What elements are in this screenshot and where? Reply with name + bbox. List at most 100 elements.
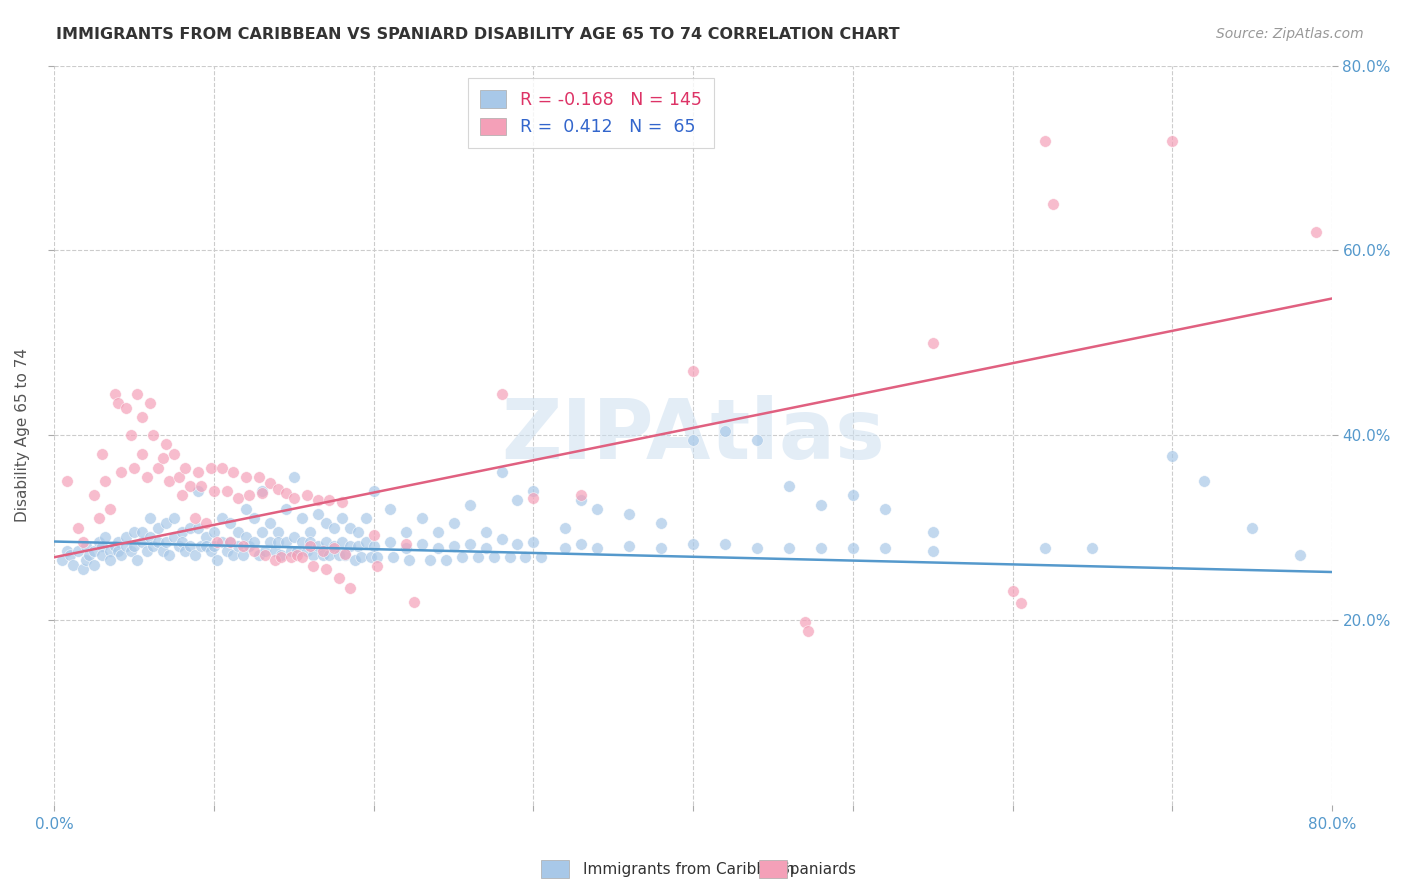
Point (67, 521, 90, 535)
Point (139, 511, 162, 525)
Point (467, 550, 489, 565)
Point (411, 511, 433, 525)
Point (571, 537, 593, 551)
Point (307, 539, 329, 553)
Point (270, 550, 292, 565)
Point (202, 539, 225, 553)
Point (195, 530, 218, 544)
Point (274, 534, 297, 549)
Point (235, 530, 257, 544)
Point (363, 539, 385, 553)
Point (1241, 521, 1264, 535)
Point (280, 543, 302, 558)
Point (283, 470, 305, 484)
Point (107, 534, 129, 549)
Point (215, 543, 238, 558)
Point (205, 534, 228, 549)
Point (172, 525, 194, 540)
Point (745, 541, 768, 555)
Point (402, 594, 425, 608)
Point (745, 433, 768, 447)
Point (339, 581, 361, 595)
Point (167, 470, 190, 484)
Point (274, 485, 297, 500)
Point (167, 539, 190, 553)
Point (1033, 134, 1056, 148)
Point (322, 521, 344, 535)
Point (131, 525, 153, 540)
Point (1001, 583, 1024, 598)
Point (270, 549, 292, 563)
Point (87, 511, 110, 525)
Point (94, 475, 117, 489)
Point (146, 521, 169, 535)
Point (482, 550, 505, 565)
Point (120, 428, 142, 442)
Point (267, 525, 290, 540)
Point (650, 541, 672, 555)
Point (554, 541, 576, 555)
Point (295, 488, 318, 502)
Point (343, 553, 366, 567)
Point (243, 511, 266, 525)
Point (378, 534, 401, 549)
Point (187, 483, 209, 498)
Point (363, 483, 385, 498)
Point (522, 491, 544, 505)
Point (250, 485, 273, 500)
Point (339, 521, 361, 535)
Point (56, 543, 79, 558)
Point (157, 549, 180, 563)
Point (682, 363, 704, 377)
Point (810, 498, 832, 512)
Point (187, 465, 209, 479)
Point (1161, 134, 1184, 148)
Point (67, 543, 90, 558)
Point (122, 539, 145, 553)
Point (298, 534, 321, 549)
Point (522, 483, 544, 498)
Point (318, 492, 340, 507)
Point (491, 532, 513, 546)
Point (172, 534, 194, 549)
Point (155, 516, 177, 530)
Point (190, 479, 212, 493)
Point (122, 460, 145, 475)
Point (259, 476, 281, 491)
Point (714, 424, 737, 438)
Point (127, 553, 149, 567)
Point (200, 460, 222, 475)
Point (110, 465, 132, 479)
Point (155, 534, 177, 549)
Point (232, 549, 254, 563)
Point (515, 550, 537, 565)
Point (136, 470, 159, 484)
Point (873, 541, 896, 555)
Point (226, 539, 249, 553)
Point (450, 550, 472, 565)
Point (419, 553, 441, 567)
Point (211, 460, 233, 475)
Point (163, 447, 186, 461)
Point (142, 539, 165, 553)
Point (226, 525, 249, 540)
Point (366, 550, 388, 565)
Point (152, 451, 174, 466)
Point (360, 550, 382, 565)
Point (586, 502, 609, 516)
Point (366, 559, 388, 574)
Point (179, 521, 201, 535)
Point (94, 530, 117, 544)
Point (810, 541, 832, 555)
Point (115, 530, 138, 544)
Point (291, 511, 314, 525)
Point (328, 572, 350, 586)
Point (395, 541, 418, 555)
Point (921, 525, 943, 540)
Point (222, 465, 245, 479)
Point (778, 541, 800, 555)
Point (682, 433, 704, 447)
Point (291, 534, 314, 549)
Point (506, 492, 529, 507)
Point (98, 502, 121, 516)
